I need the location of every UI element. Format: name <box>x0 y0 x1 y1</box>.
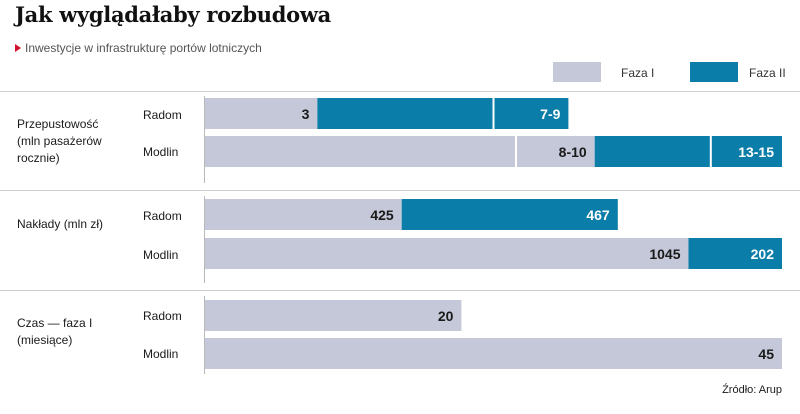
axis-line <box>204 96 205 183</box>
bar-segment <box>594 136 711 167</box>
group-label-line: Czas — faza I <box>17 316 93 330</box>
row-label-modlin: Modlin <box>143 145 179 159</box>
triangle-marker-icon <box>15 44 21 52</box>
group-label-line: (miesiące) <box>17 333 73 347</box>
axis-line <box>204 196 205 283</box>
bar-segment <box>516 136 595 167</box>
group-label-expenditure: Nakłady (mln zł) <box>17 216 103 233</box>
group-label-line: Przepustowość <box>17 117 99 131</box>
legend-swatch-phase1 <box>553 62 601 82</box>
data-label: 8-10 <box>559 144 587 160</box>
row-label-modlin: Modlin <box>143 347 179 361</box>
legend-label-phase1: Faza I <box>621 66 655 80</box>
bar-segment <box>688 238 782 269</box>
bar-segment <box>205 98 318 129</box>
data-label: 45 <box>758 346 774 362</box>
data-label: 20 <box>438 308 454 324</box>
data-label: 13-15 <box>738 144 774 160</box>
row-label-radom: Radom <box>143 309 182 323</box>
bar-segment <box>205 238 689 269</box>
chart-subtitle-text: Inwestycje w infrastrukturę portów lotni… <box>25 41 262 55</box>
group-separator <box>0 190 800 191</box>
group-label-line: Nakłady (mln zł) <box>17 217 104 231</box>
row-label-modlin: Modlin <box>143 248 179 262</box>
axis-line <box>204 296 205 374</box>
legend-swatch-phase2 <box>690 62 738 82</box>
group-separator <box>0 91 800 92</box>
data-label: 467 <box>586 207 610 223</box>
chart-subtitle: Inwestycje w infrastrukturę portów lotni… <box>15 41 262 55</box>
source-note: Źródło: Arup <box>722 384 782 396</box>
group-label-line: (mln pasażerów <box>17 134 102 148</box>
row-label-radom: Radom <box>143 209 182 223</box>
group-label-duration: Czas — faza I (miesiące) <box>17 315 92 349</box>
data-label: 3 <box>302 106 310 122</box>
bar-segment <box>205 300 462 331</box>
bar-segment <box>493 98 569 129</box>
bar-segment <box>205 199 402 230</box>
data-label: 202 <box>751 246 775 262</box>
row-label-radom: Radom <box>143 108 182 122</box>
bar-segment <box>401 199 618 230</box>
group-separator <box>0 290 800 291</box>
data-label: 7-9 <box>540 106 560 122</box>
bar-segment <box>710 136 782 167</box>
bar-segment <box>205 338 782 369</box>
legend-label-phase2: Faza II <box>749 66 786 80</box>
chart-title: Jak wyglądałaby rozbudowa <box>15 2 331 27</box>
data-label: 425 <box>370 207 394 223</box>
bar-segment <box>317 98 494 129</box>
group-label-capacity: Przepustowość (mln pasażerów rocznie) <box>17 116 102 167</box>
data-label: 1045 <box>649 246 680 262</box>
group-label-line: rocznie) <box>17 151 60 165</box>
bar-segment <box>205 136 516 167</box>
